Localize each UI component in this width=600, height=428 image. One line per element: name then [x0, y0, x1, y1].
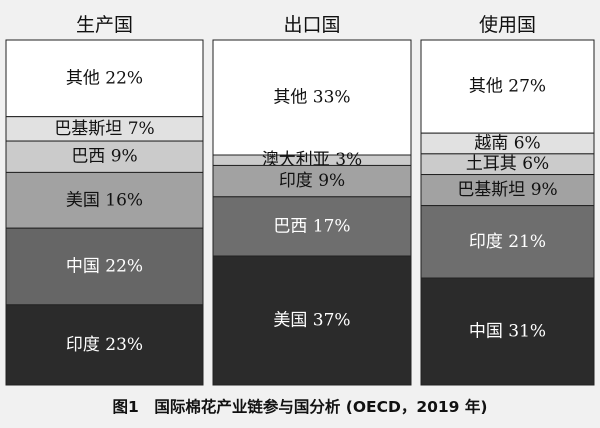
segment-label: 中国 22% [66, 257, 143, 277]
segment-label: 越南 6% [474, 134, 540, 154]
bar-segment [420, 174, 595, 207]
segment-label: 巴基斯坦 9% [457, 180, 557, 200]
segment-label: 印度 9% [279, 171, 345, 191]
segment-label: 其他 27% [469, 77, 546, 97]
bar-segment [212, 255, 412, 386]
segment-label: 巴西 9% [71, 147, 137, 167]
column-title: 使用国 [479, 14, 536, 36]
segment-label: 巴基斯坦 7% [54, 119, 154, 139]
bar-segment [5, 39, 204, 118]
bar-segment [212, 196, 412, 257]
bar-segment [212, 39, 412, 156]
figure-caption: 图1 国际棉花产业链参与国分析 (OECD，2019 年) [113, 397, 488, 416]
segment-label: 美国 16% [66, 190, 143, 210]
segment-label: 其他 33% [273, 88, 350, 108]
segment-label: 印度 21% [469, 232, 546, 252]
segment-label: 其他 22% [66, 68, 143, 88]
segment-label: 中国 31% [469, 322, 546, 342]
bar-segment [420, 205, 595, 279]
segment-label: 土耳其 6% [466, 154, 549, 174]
segment-label: 印度 23% [66, 335, 143, 355]
segment-label: 巴西 17% [273, 216, 350, 236]
bar-segment [5, 304, 204, 386]
bar-segment [5, 171, 204, 229]
bar-segment [5, 116, 204, 142]
bar-segment [5, 140, 204, 173]
column-title: 出口国 [283, 14, 340, 36]
bar-segment [5, 227, 204, 306]
column-title: 生产国 [76, 14, 133, 36]
bar-segment [420, 39, 595, 134]
bar-segment [420, 277, 595, 386]
segment-label: 美国 37% [273, 311, 350, 331]
